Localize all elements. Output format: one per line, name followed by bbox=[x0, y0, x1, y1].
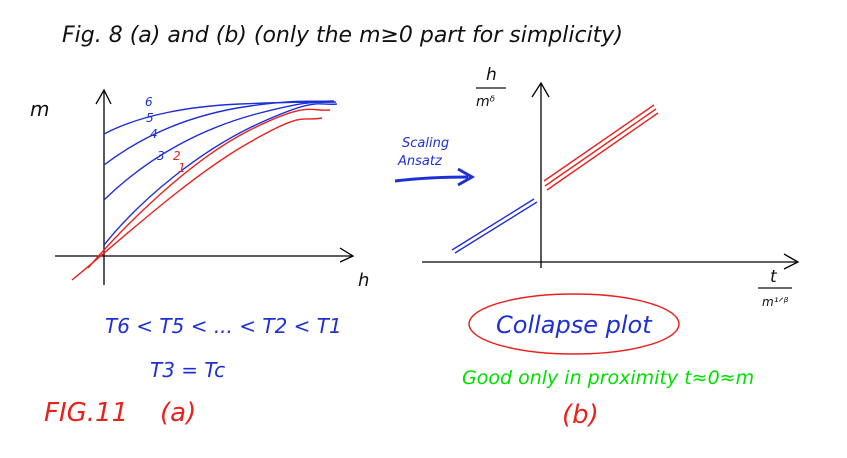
curve-t4 bbox=[103, 101, 337, 201]
panel-a-y-axis-arrow-icon bbox=[95, 88, 112, 105]
right-arrow-icon bbox=[394, 175, 469, 183]
panel-b: h mᵟ t m¹ᐟᵝ Collapse plot Good only in p… bbox=[422, 65, 800, 430]
collapse-plot-ellipse bbox=[468, 293, 680, 355]
curve-t5 bbox=[103, 100, 335, 166]
collapse-line-red-2 bbox=[544, 108, 657, 187]
collapse-plot-label: Collapse plot bbox=[496, 311, 653, 339]
curve-label-6: 6 bbox=[145, 95, 153, 109]
panel-b-y-label-num: h bbox=[486, 65, 497, 85]
fig-label: FIG.11 bbox=[44, 398, 128, 428]
scaling-text: Scaling bbox=[402, 136, 449, 151]
scaling-arrow: Scaling Ansatz bbox=[394, 136, 476, 187]
collapse-line-red-3 bbox=[546, 112, 659, 191]
proximity-note: Good only in proximity t≈0≈m bbox=[462, 367, 754, 389]
collapse-line-blue-1 bbox=[451, 198, 535, 251]
panel-a-y-axis-label: m bbox=[30, 97, 49, 121]
curve-label-3: 3 bbox=[157, 149, 165, 163]
panel-b-y-label-den: mᵟ bbox=[476, 94, 495, 110]
curve-t6 bbox=[103, 101, 331, 135]
curve-label-5: 5 bbox=[146, 111, 154, 125]
collapse-line-blue-2 bbox=[454, 201, 538, 254]
curve-label-1: 1 bbox=[178, 161, 186, 175]
curve-label-2: 2 bbox=[173, 149, 181, 163]
right-arrow-head-icon bbox=[457, 167, 476, 187]
temperature-ordering: T6 < T5 < ... < T2 < T1 bbox=[105, 314, 342, 338]
curve-label-4: 4 bbox=[150, 127, 158, 141]
ansatz-text: Ansatz bbox=[397, 154, 443, 169]
panel-a-label: (a) bbox=[160, 398, 196, 428]
panel-a-x-axis-arrow-icon bbox=[339, 247, 355, 263]
figure-title: Fig. 8 (a) and (b) (only the m≥0 part fo… bbox=[62, 23, 623, 48]
panel-b-y-axis-arrow-icon bbox=[531, 81, 550, 98]
panel-a-x-axis-label: h bbox=[358, 270, 369, 291]
panel-b-x-label-num: t bbox=[770, 267, 778, 287]
collapse-line-red-1 bbox=[543, 104, 655, 182]
panel-a: m h 6 5 4 3 2 1 T6 < T5 < ... < T2 < T1 … bbox=[30, 88, 369, 428]
panel-b-x-axis-arrow-icon bbox=[783, 253, 800, 270]
panel-b-x-label-den: m¹ᐟᵝ bbox=[762, 295, 789, 309]
curve-t2 bbox=[87, 108, 331, 269]
critical-temperature: T3 = Tc bbox=[150, 358, 225, 382]
curve-t3-critical bbox=[103, 103, 338, 246]
panel-b-label: (b) bbox=[562, 400, 599, 430]
curve-t1 bbox=[71, 117, 323, 281]
